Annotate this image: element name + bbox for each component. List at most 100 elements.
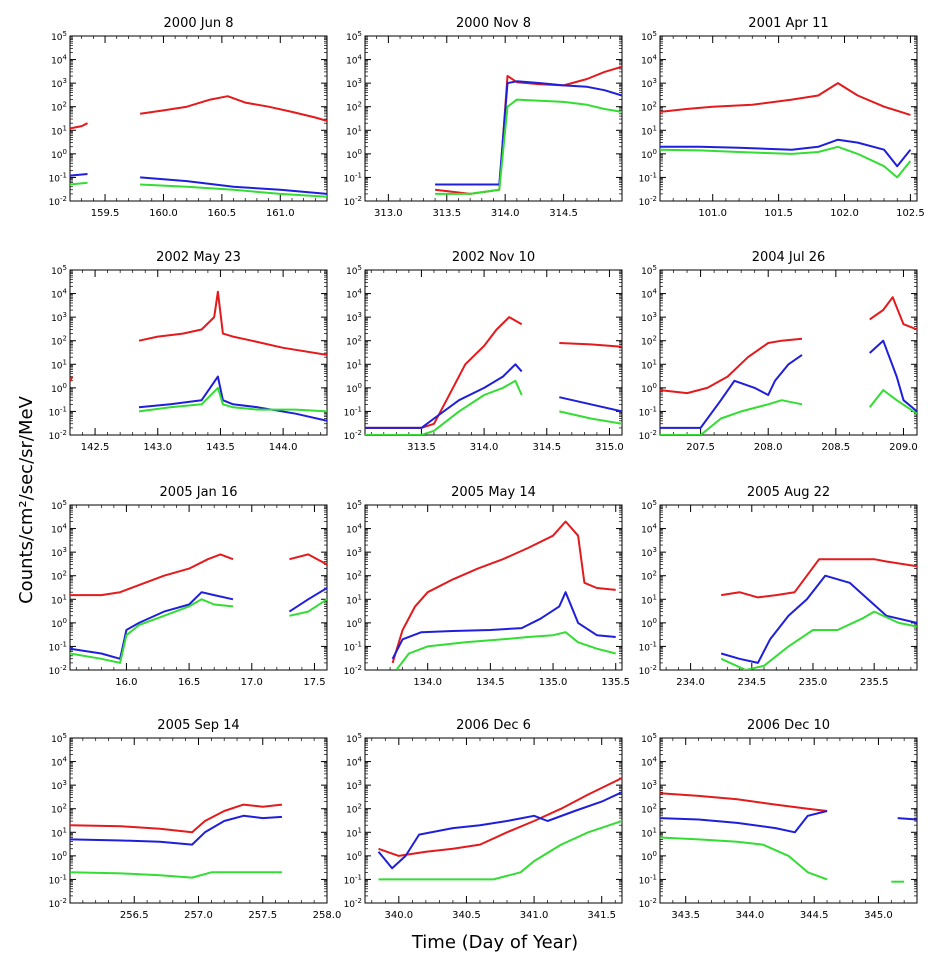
x-tick-label: 160.5 (208, 208, 237, 219)
panel: 2002 May 23 10-2 10-1 100 101 102 103 104 105 142… (49, 250, 328, 453)
plot-frame (69, 504, 328, 671)
x-tick-label: 258.0 (313, 910, 342, 921)
y-tick-label: 10-1 (639, 171, 657, 184)
x-tick-label: 143.0 (143, 442, 172, 453)
y-tick-label: 100 (346, 617, 362, 630)
panel: 2005 Aug 22 10-2 10-1 100 101 102 103 104 105 234… (639, 485, 918, 688)
y-tick-label: 103 (346, 311, 362, 324)
y-tick-label: 104 (641, 523, 657, 536)
x-tick-label: 142.5 (81, 442, 110, 453)
y-tick-label: 10-1 (49, 171, 67, 184)
series-line-red (660, 792, 828, 812)
x-tick-label: 234.5 (737, 677, 766, 688)
y-tick-label: 10-2 (344, 429, 362, 442)
x-tick-label: 16.5 (178, 677, 200, 688)
y-tick-label: 100 (641, 148, 657, 161)
y-tick-label: 101 (641, 124, 657, 137)
series-line-green (559, 410, 622, 425)
y-tick-label: 101 (51, 593, 67, 606)
series-line-red (434, 65, 622, 195)
series-line-green (365, 379, 523, 435)
y-tick-label: 102 (346, 101, 362, 114)
panel: 2006 Dec 6 10-2 10-1 100 101 102 103 104 105 340.… (344, 718, 623, 921)
y-tick-label: 100 (51, 148, 67, 161)
y-tick-label: 10-1 (344, 171, 362, 184)
x-tick-label: 341.5 (587, 910, 616, 921)
y-tick-label: 100 (51, 850, 67, 863)
y-tick-label: 101 (346, 124, 362, 137)
y-tick-label: 103 (51, 311, 67, 324)
x-tick-label: 314.5 (549, 208, 578, 219)
series-line-green (138, 386, 327, 413)
y-tick-label: 103 (641, 311, 657, 324)
y-tick-label: 104 (641, 288, 657, 301)
y-tick-label: 105 (51, 264, 67, 277)
series-line-red (139, 95, 327, 122)
y-tick-label: 101 (51, 826, 67, 839)
series-line-red (721, 558, 917, 599)
y-tick-label: 104 (346, 523, 362, 536)
y-tick-label: 10-2 (639, 664, 657, 677)
series-line-green (378, 820, 622, 881)
series-line-green (720, 610, 917, 670)
panel-title: 2001 Apr 11 (748, 16, 828, 31)
y-tick-label: 10-2 (344, 897, 362, 910)
series-line-red (660, 337, 803, 395)
panel: 2000 Nov 8 10-2 10-1 100 101 102 103 104 105 313.… (344, 16, 623, 219)
series-line-blue (391, 591, 616, 660)
y-tick-label: 101 (346, 593, 362, 606)
x-tick-label: 313.5 (432, 208, 461, 219)
plot-frame (69, 737, 328, 904)
series-line-green (70, 871, 282, 879)
x-tick-label: 208.5 (822, 442, 851, 453)
y-tick-label: 104 (346, 756, 362, 769)
y-tick-label: 10-2 (344, 664, 362, 677)
y-tick-label: 10-2 (639, 897, 657, 910)
y-tick-label: 101 (641, 593, 657, 606)
series-line-blue (869, 339, 917, 413)
y-tick-label: 10-1 (49, 640, 67, 653)
series-line-red (869, 296, 917, 331)
panel-title: 2006 Dec 10 (747, 718, 830, 733)
panel-title: 2002 Nov 10 (452, 250, 535, 265)
series-line-green (435, 98, 622, 195)
y-tick-label: 102 (641, 101, 657, 114)
y-tick-label: 10-1 (344, 873, 362, 886)
y-tick-label: 104 (641, 54, 657, 67)
y-tick-label: 105 (641, 30, 657, 43)
series-line-blue (720, 574, 917, 664)
y-tick-label: 105 (641, 499, 657, 512)
y-tick-label: 10-2 (49, 664, 67, 677)
x-tick-label: 257.0 (184, 910, 213, 921)
plot-frame (364, 35, 623, 202)
y-tick-label: 105 (346, 732, 362, 745)
y-tick-label: 101 (51, 358, 67, 371)
panel: 2006 Dec 10 10-2 10-1 100 101 102 103 104 105 343… (639, 718, 918, 921)
panel-title: 2006 Dec 6 (456, 718, 531, 733)
panel-title: 2000 Nov 8 (456, 16, 531, 31)
y-tick-label: 105 (51, 30, 67, 43)
y-tick-label: 105 (346, 499, 362, 512)
series-line-red (365, 316, 523, 429)
series-line-red (138, 290, 327, 356)
y-tick-label: 105 (51, 732, 67, 745)
y-tick-label: 104 (346, 54, 362, 67)
y-tick-label: 105 (641, 264, 657, 277)
y-tick-label: 101 (346, 826, 362, 839)
y-tick-label: 10-1 (49, 873, 67, 886)
panel-title: 2004 Jul 26 (752, 250, 826, 265)
y-tick-label: 103 (346, 77, 362, 90)
y-tick-label: 100 (641, 382, 657, 395)
x-tick-label: 134.0 (413, 677, 442, 688)
x-tick-label: 313.0 (374, 208, 403, 219)
panel: 2005 Sep 14 10-2 10-1 100 101 102 103 104 105 256… (49, 718, 342, 921)
y-tick-label: 10-2 (49, 429, 67, 442)
x-tick-label: 102.0 (830, 208, 859, 219)
series-line-green (395, 631, 616, 670)
x-tick-label: 341.0 (520, 910, 549, 921)
y-tick-label: 102 (641, 335, 657, 348)
y-tick-label: 104 (346, 288, 362, 301)
series-line-blue (140, 176, 327, 195)
plot-frame (659, 269, 918, 436)
